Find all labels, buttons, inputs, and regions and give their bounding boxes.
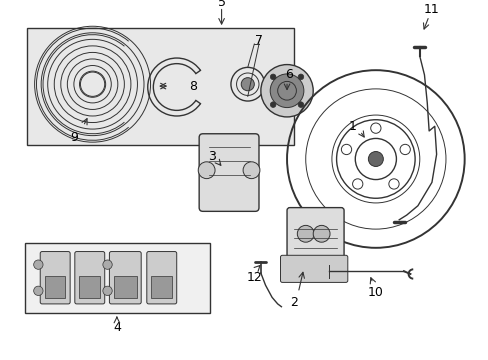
FancyBboxPatch shape [146,252,176,304]
FancyBboxPatch shape [25,243,210,313]
Text: 5: 5 [217,0,225,9]
Circle shape [313,225,329,242]
Text: 4: 4 [113,321,121,334]
Circle shape [270,74,303,108]
Circle shape [34,286,43,296]
Circle shape [388,179,398,189]
Circle shape [270,102,275,107]
Circle shape [341,144,351,154]
Circle shape [198,162,215,179]
Circle shape [399,144,409,154]
Circle shape [298,102,303,107]
Circle shape [270,74,275,80]
FancyBboxPatch shape [75,252,104,304]
Circle shape [241,78,254,91]
Circle shape [370,123,380,133]
Circle shape [34,260,43,269]
Text: 9: 9 [70,131,78,144]
Circle shape [102,286,112,296]
FancyBboxPatch shape [114,276,136,298]
Text: 1: 1 [348,120,356,133]
Circle shape [102,260,112,269]
FancyBboxPatch shape [45,276,65,298]
Circle shape [297,225,313,242]
FancyBboxPatch shape [109,252,141,304]
Text: 12: 12 [246,271,262,284]
FancyBboxPatch shape [286,208,344,274]
FancyBboxPatch shape [40,252,70,304]
Text: 10: 10 [367,286,383,299]
Circle shape [260,64,313,117]
Text: 2: 2 [290,296,298,309]
FancyBboxPatch shape [151,276,172,298]
Circle shape [352,179,362,189]
Circle shape [298,74,303,80]
FancyBboxPatch shape [27,28,293,145]
Circle shape [367,152,383,166]
Text: 11: 11 [423,3,439,16]
Text: 7: 7 [254,34,263,47]
FancyBboxPatch shape [199,134,259,211]
FancyBboxPatch shape [80,276,100,298]
Circle shape [243,162,260,179]
Text: 8: 8 [189,80,197,93]
FancyBboxPatch shape [280,255,347,282]
Text: 6: 6 [285,68,292,81]
Text: 3: 3 [208,150,216,163]
